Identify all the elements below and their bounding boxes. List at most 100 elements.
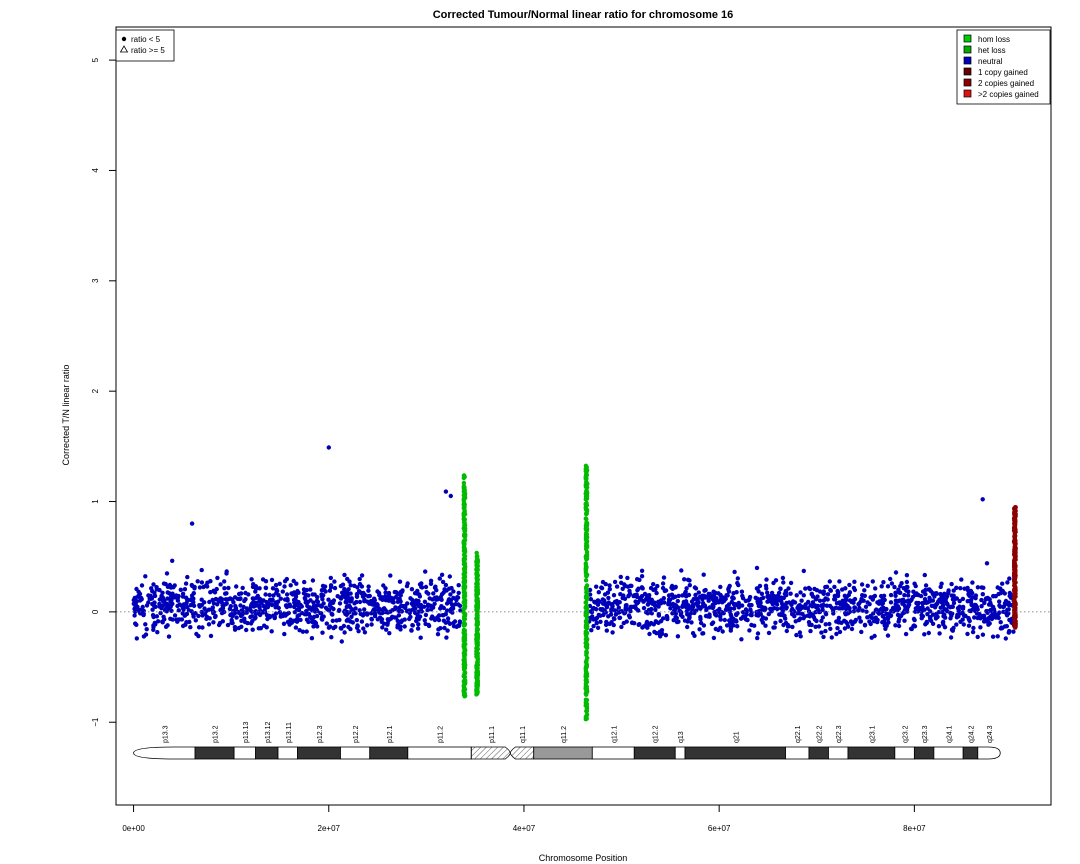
data-point — [151, 614, 156, 620]
data-point — [183, 581, 189, 586]
data-point — [957, 604, 962, 609]
data-point — [366, 594, 371, 599]
data-point — [625, 575, 630, 581]
data-point — [862, 623, 868, 628]
y-tick-label: 0 — [91, 609, 100, 614]
data-point — [154, 585, 159, 590]
color-legend: hom loss het loss neutral 1 copy gained 2 co… — [956, 29, 1051, 105]
data-point — [278, 596, 283, 601]
data-point — [680, 602, 686, 608]
data-point — [744, 612, 749, 617]
data-point — [423, 612, 429, 618]
data-point — [622, 596, 628, 601]
data-point — [697, 627, 702, 632]
data-point — [433, 584, 438, 589]
data-point — [163, 581, 168, 587]
data-point — [978, 616, 983, 621]
data-point — [321, 601, 326, 606]
data-point — [966, 623, 972, 628]
color-legend-box — [956, 29, 1051, 105]
data-point — [191, 600, 196, 605]
data-point — [269, 577, 275, 583]
data-point — [1013, 565, 1018, 570]
data-point — [798, 634, 803, 639]
data-point — [694, 596, 699, 602]
data-point — [862, 593, 867, 598]
data-point — [598, 613, 603, 618]
data-point — [794, 593, 799, 598]
data-point — [613, 612, 619, 617]
data-point — [1012, 510, 1017, 516]
data-point — [1012, 579, 1017, 584]
data-point — [596, 590, 601, 595]
data-point — [409, 628, 414, 633]
data-point — [859, 582, 865, 587]
data-point — [218, 607, 223, 613]
data-point — [620, 586, 625, 591]
data-point — [215, 575, 220, 581]
color-legend-label: hom loss — [978, 35, 1010, 44]
data-point — [206, 622, 212, 627]
chart-title: Corrected Tumour/Normal linear ratio for… — [433, 9, 734, 21]
data-point — [290, 591, 296, 596]
data-point — [143, 622, 148, 627]
data-point — [151, 627, 156, 632]
data-point — [726, 585, 731, 591]
data-point — [435, 597, 441, 602]
data-point — [938, 591, 943, 597]
data-point — [348, 583, 353, 588]
data-point — [617, 615, 622, 621]
data-point — [967, 608, 972, 613]
data-point — [397, 591, 402, 597]
data-point — [880, 601, 885, 607]
data-point — [314, 613, 320, 619]
legend-swatch — [963, 34, 972, 43]
data-point — [155, 630, 160, 635]
data-point — [234, 584, 239, 589]
data-point — [763, 616, 769, 621]
data-point — [175, 603, 180, 609]
data-point — [475, 620, 480, 625]
data-point — [895, 608, 900, 613]
data-point — [647, 631, 652, 637]
data-point — [763, 623, 768, 628]
data-point — [731, 606, 737, 611]
data-point — [199, 609, 204, 615]
data-point — [743, 617, 749, 622]
data-point — [765, 590, 770, 595]
data-point — [588, 597, 594, 602]
data-point — [462, 520, 467, 525]
data-point — [169, 608, 174, 613]
data-point — [613, 608, 619, 613]
data-point — [902, 603, 908, 609]
data-points — [131, 445, 1018, 722]
ideogram-band-label: q12.2 — [653, 725, 660, 743]
data-point — [619, 624, 624, 630]
data-point — [739, 637, 744, 642]
shape-legend: ratio < 5 ratio >= 5 — [115, 29, 175, 62]
data-point — [956, 611, 962, 617]
data-point — [652, 603, 658, 609]
data-point — [282, 597, 288, 602]
data-point — [693, 592, 698, 598]
data-point — [213, 613, 218, 619]
data-point — [589, 628, 594, 633]
data-point — [439, 597, 444, 602]
data-point — [327, 588, 333, 593]
data-point — [662, 600, 667, 605]
data-point — [337, 601, 343, 606]
data-point — [834, 631, 839, 637]
ideogram-band — [340, 746, 371, 760]
data-point — [243, 597, 248, 602]
data-point — [448, 592, 453, 597]
ideogram-band — [369, 746, 409, 760]
data-point — [636, 622, 641, 627]
data-point — [451, 595, 456, 601]
data-point — [329, 611, 334, 616]
data-point — [240, 585, 245, 591]
data-point — [906, 598, 911, 603]
data-point — [277, 581, 282, 586]
data-point — [849, 626, 855, 632]
data-point — [300, 629, 306, 634]
data-point — [646, 599, 651, 604]
